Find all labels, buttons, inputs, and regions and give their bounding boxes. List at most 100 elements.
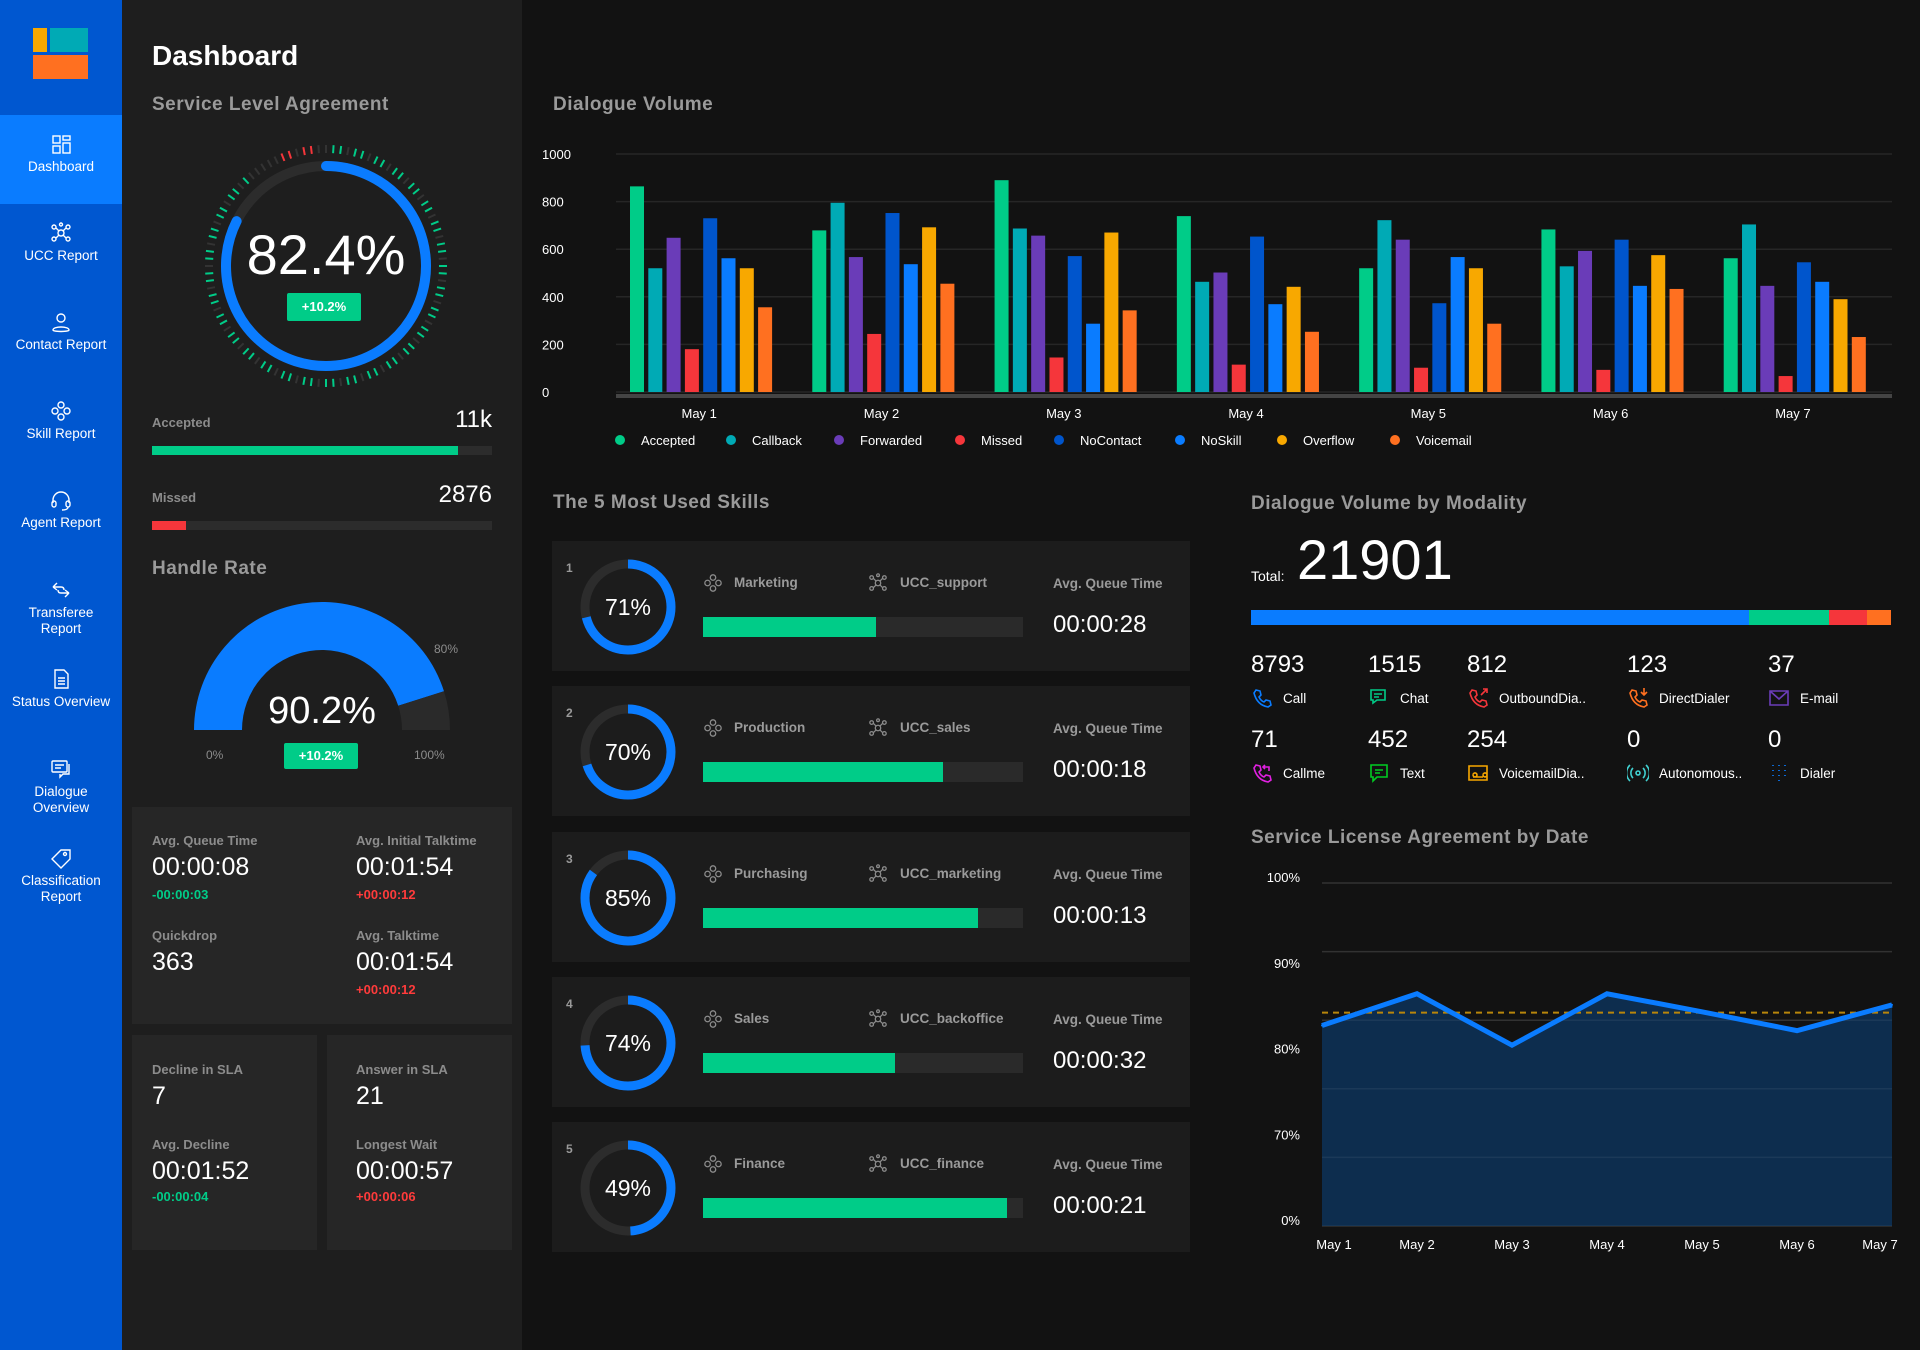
modality-item-chat[interactable]: Chat — [1368, 687, 1429, 709]
x-tick-label: May 3 — [1494, 1237, 1529, 1252]
x-tick-label: May 2 — [864, 406, 899, 421]
modality-item-call[interactable]: Call — [1251, 687, 1306, 709]
bar-noskill — [1268, 304, 1283, 392]
modality-item-directdialer[interactable]: DirectDialer — [1627, 687, 1730, 709]
gauge-tick — [205, 272, 214, 275]
sidebar-item-skill-report[interactable]: Skill Report — [0, 384, 122, 473]
x-tick-label: May 1 — [681, 406, 716, 421]
skill-usage-ring — [580, 850, 676, 946]
skill-card[interactable]: 3 85% Purchasing UCC_marketing Avg. Queue Ti… — [552, 831, 1190, 962]
gauge-tick — [232, 337, 240, 344]
gauge-tick — [227, 331, 236, 338]
sidebar-item-ucc-report[interactable]: UCC Report — [0, 206, 122, 295]
ucc-name: UCC_marketing — [900, 865, 1002, 881]
gauge-tick — [273, 156, 279, 165]
skill-icon — [51, 401, 71, 421]
skill-progress-bar — [703, 907, 1023, 928]
skill-icon — [704, 574, 722, 592]
legend-label[interactable]: NoSkill — [1201, 433, 1242, 448]
bar-accepted — [630, 186, 644, 392]
gauge-tick — [273, 367, 279, 376]
gauge-tick — [373, 367, 379, 376]
bar-accepted — [1541, 229, 1556, 392]
skill-card[interactable]: 2 70% Production UCC_sales Avg. Queue Time 00… — [552, 686, 1190, 817]
sidebar-item-dashboard[interactable]: Dashboard — [0, 115, 122, 204]
queue-time-label: Avg. Queue Time — [1053, 1011, 1163, 1027]
modality-item-text[interactable]: Text — [1368, 762, 1425, 784]
modality-label: Autonomous.. — [1659, 765, 1743, 781]
bar-missed — [1414, 367, 1429, 392]
decline-sla-card: Decline in SLA 7 Avg. Decline 00:01:52 -… — [132, 1035, 317, 1250]
gauge-tick — [208, 293, 217, 298]
modality-item-voicemaildia[interactable]: VoicemailDia.. — [1467, 762, 1585, 784]
legend-label[interactable]: Missed — [981, 433, 1022, 448]
legend-label[interactable]: Overflow — [1303, 433, 1355, 448]
modality-label: Chat — [1400, 690, 1429, 706]
legend-label[interactable]: Forwarded — [860, 433, 922, 448]
stat-delta: +00:00:06 — [356, 1189, 416, 1204]
skill-icon — [704, 864, 722, 883]
stat-value: 00:01:52 — [152, 1157, 250, 1185]
gauge-tick — [332, 378, 335, 387]
bar-noskill — [721, 258, 736, 392]
skill-progress-bar — [703, 1198, 1023, 1219]
modality-item-autonomous[interactable]: Autonomous.. — [1627, 762, 1742, 784]
x-tick-label: May 5 — [1411, 406, 1446, 421]
gauge-tick — [391, 167, 398, 176]
area-fill — [1322, 993, 1892, 1226]
queue-time-value: 00:00:13 — [1053, 901, 1147, 929]
bar-overflow — [1104, 232, 1119, 392]
x-tick-label: May 5 — [1684, 1237, 1719, 1252]
legend-label[interactable]: Voicemail — [1416, 433, 1472, 448]
sidebar-item-dialogue-overview[interactable]: Dialogue Overview — [0, 742, 122, 831]
sidebar-item-agent-report[interactable]: Agent Report — [0, 473, 122, 562]
missed-bar — [152, 521, 492, 530]
sidebar-item-contact-report[interactable]: Contact Report — [0, 295, 122, 384]
gauge-tick — [402, 177, 410, 185]
gauge-tick — [402, 347, 410, 355]
sidebar-item-transferee-report[interactable]: Transferee Report — [0, 563, 122, 652]
legend-label[interactable]: Accepted — [641, 433, 695, 448]
gauge-tick — [379, 159, 386, 168]
gauge-tick — [210, 299, 219, 305]
bar-callback — [1742, 224, 1757, 392]
gauge-tick — [420, 200, 429, 207]
legend-label[interactable]: NoContact — [1080, 433, 1142, 448]
skill-card[interactable]: 1 71% Marketing UCC_support Avg. Queue Time 0… — [552, 541, 1190, 671]
bar-forwarded — [1031, 235, 1046, 392]
modality-count: 123 — [1627, 651, 1668, 678]
modality-item-dialer[interactable]: Dialer — [1768, 762, 1835, 784]
modality-item-callme[interactable]: Callme — [1251, 762, 1325, 784]
sidebar-item-classification-report[interactable]: Classification Report — [0, 831, 122, 920]
bar-nocontact — [1250, 236, 1265, 392]
skill-name: Production — [734, 720, 806, 736]
skill-usage-ring — [580, 995, 676, 1091]
gauge-tick — [332, 145, 335, 154]
modality-item-outbounddia[interactable]: OutboundDia.. — [1467, 687, 1586, 709]
handle-rate-title: Handle Rate — [152, 558, 268, 579]
legend-marker — [1175, 435, 1185, 445]
skill-card[interactable]: 5 49% Finance UCC_finance Avg. Queue Time 00:… — [552, 1122, 1190, 1253]
modality-item-email[interactable]: E-mail — [1768, 687, 1838, 709]
stat-label: Longest Wait — [356, 1137, 438, 1152]
gauge-tick — [366, 370, 372, 379]
skill-icon — [704, 1155, 722, 1174]
phone-icon — [1253, 689, 1272, 708]
data-point — [1701, 1010, 1703, 1013]
gauge-tick — [416, 194, 425, 201]
bar-callback — [830, 202, 845, 392]
modality-count: 71 — [1251, 726, 1278, 753]
gauge-tick — [287, 150, 293, 159]
y-tick-label: 600 — [542, 242, 564, 257]
queue-time-value: 00:00:18 — [1053, 756, 1147, 784]
skill-card[interactable]: 4 74% Sales UCC_backoffice Avg. Queue Time 00… — [552, 976, 1190, 1107]
broadcast-icon — [1627, 764, 1649, 782]
headset-icon — [51, 491, 71, 511]
gauge-tick — [219, 206, 228, 213]
gauge-tick — [346, 376, 350, 386]
sidebar-item-status-overview[interactable]: Status Overview — [0, 652, 122, 741]
gauge-tick — [407, 342, 415, 350]
total-value: 21901 — [1297, 528, 1453, 591]
stat-label: Decline in SLA — [152, 1062, 244, 1077]
legend-label[interactable]: Callback — [752, 433, 802, 448]
